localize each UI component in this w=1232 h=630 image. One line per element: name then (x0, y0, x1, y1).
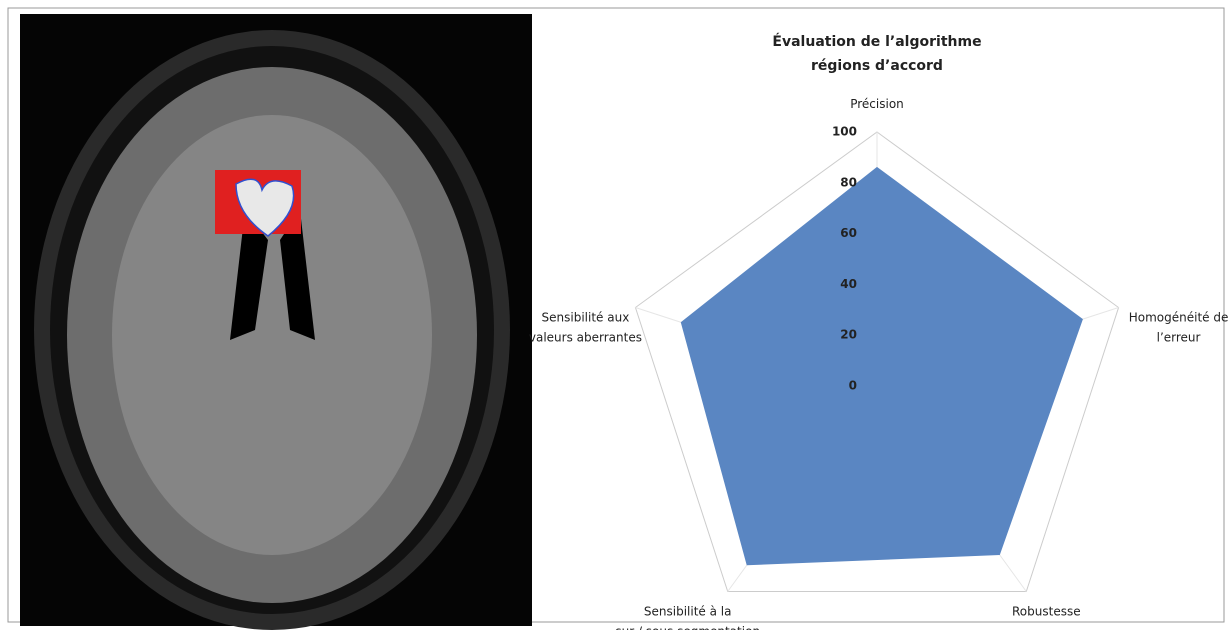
mri-image (20, 14, 532, 630)
grid-line (634, 131, 1120, 592)
category-label: Sensibilité aux valeurs aberrantes (529, 310, 642, 344)
r-tick-label: 100 (832, 125, 857, 139)
radar-area (680, 166, 1083, 566)
r-tick-label: 40 (840, 277, 857, 291)
chart-title: Évaluation de l’algorithme (772, 33, 981, 50)
r-tick-label: 0 (849, 379, 857, 393)
r-tick-label: 20 (840, 328, 857, 342)
category-label: Robustesse (1012, 604, 1081, 618)
r-tick-label: 60 (840, 226, 857, 240)
r-tick-label: 80 (840, 175, 857, 189)
category-label: Précision (850, 97, 904, 111)
category-label: Sensibilité à lasur / sous segmentation (615, 604, 760, 630)
chart-subtitle: régions d’accord (811, 58, 943, 74)
category-label: Homogénéité de l’erreur (1129, 310, 1229, 344)
